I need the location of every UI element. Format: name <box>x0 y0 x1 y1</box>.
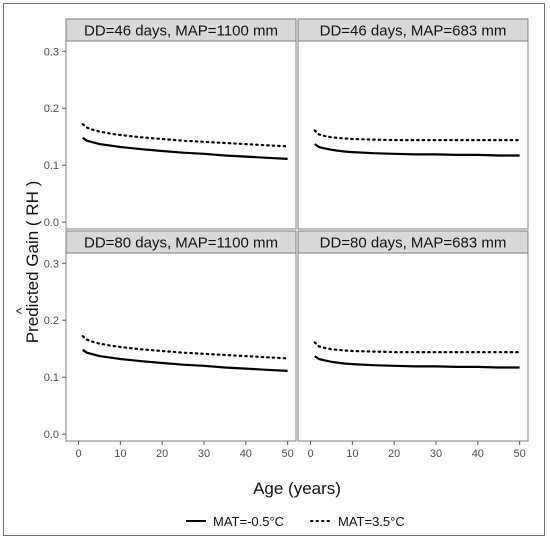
legend-label: MAT=-0.5°C <box>213 514 284 529</box>
panel-area <box>297 40 529 230</box>
facet-strip-title: DD=80 days, MAP=683 mm <box>320 235 507 252</box>
y-tick-label: 0.1 <box>44 160 59 172</box>
x-tick-label: 20 <box>388 448 400 460</box>
series-line-solid <box>82 348 288 372</box>
facet-panel: DD=80 days, MAP=1100 mm 0.0 0.1 0.2 0.3 0 10 20… <box>44 230 297 460</box>
x-tick-label: 20 <box>156 448 168 460</box>
facet-panel: DD=80 days, MAP=683 mm 0 10 20 30 40 50 <box>297 230 529 460</box>
x-tick-label: 10 <box>346 448 358 460</box>
x-tick-label: 40 <box>472 448 484 460</box>
series-line-dotted <box>81 123 289 148</box>
panel-area <box>297 252 529 442</box>
y-axis-title: Predicted Gain ( RH ) <box>23 181 42 344</box>
x-axis-title: Age (years) <box>253 479 341 498</box>
x-tick-label: 10 <box>114 448 126 460</box>
series-line-dotted <box>81 335 289 360</box>
facet-panel: DD=46 days, MAP=1100 mm 0.0 0.1 0.2 0.3 <box>44 18 297 230</box>
legend-label: MAT=3.5°C <box>338 514 405 529</box>
series-line-solid <box>314 355 520 369</box>
x-tick-label: 30 <box>198 448 210 460</box>
series-line-dotted <box>313 341 521 354</box>
y-tick-label: 0.3 <box>44 258 59 270</box>
y-tick-label: 0.3 <box>44 46 59 58</box>
series-line-dotted <box>313 129 521 142</box>
facet-strip-title: DD=80 days, MAP=1100 mm <box>84 235 278 252</box>
x-tick-label: 0 <box>75 448 81 460</box>
legend: MAT=-0.5°C MAT=3.5°C <box>186 514 405 529</box>
facet-panel: DD=46 days, MAP=683 mm <box>297 18 529 230</box>
y-tick-label: 0.1 <box>44 372 59 384</box>
x-tick-label: 30 <box>430 448 442 460</box>
x-tick-label: 0 <box>307 448 313 460</box>
y-tick-label: 0.0 <box>44 217 59 229</box>
y-tick-label: 0.2 <box>44 103 59 115</box>
y-axis-title-hat: ^ <box>13 307 29 314</box>
facet-strip-title: DD=46 days, MAP=683 mm <box>320 23 507 40</box>
x-tick-label: 50 <box>514 448 526 460</box>
panels-group: DD=46 days, MAP=1100 mm0.00.10.20.3DD=46… <box>44 18 529 460</box>
series-line-solid <box>314 143 520 157</box>
y-tick-label: 0.2 <box>44 315 59 327</box>
x-tick-label: 50 <box>282 448 294 460</box>
x-tick-label: 40 <box>240 448 252 460</box>
figure-frame <box>3 3 545 536</box>
panel-area <box>65 40 297 230</box>
series-line-solid <box>82 136 288 160</box>
facet-strip-title: DD=46 days, MAP=1100 mm <box>84 23 278 40</box>
y-tick-label: 0.0 <box>44 429 59 441</box>
panel-area <box>65 252 297 442</box>
